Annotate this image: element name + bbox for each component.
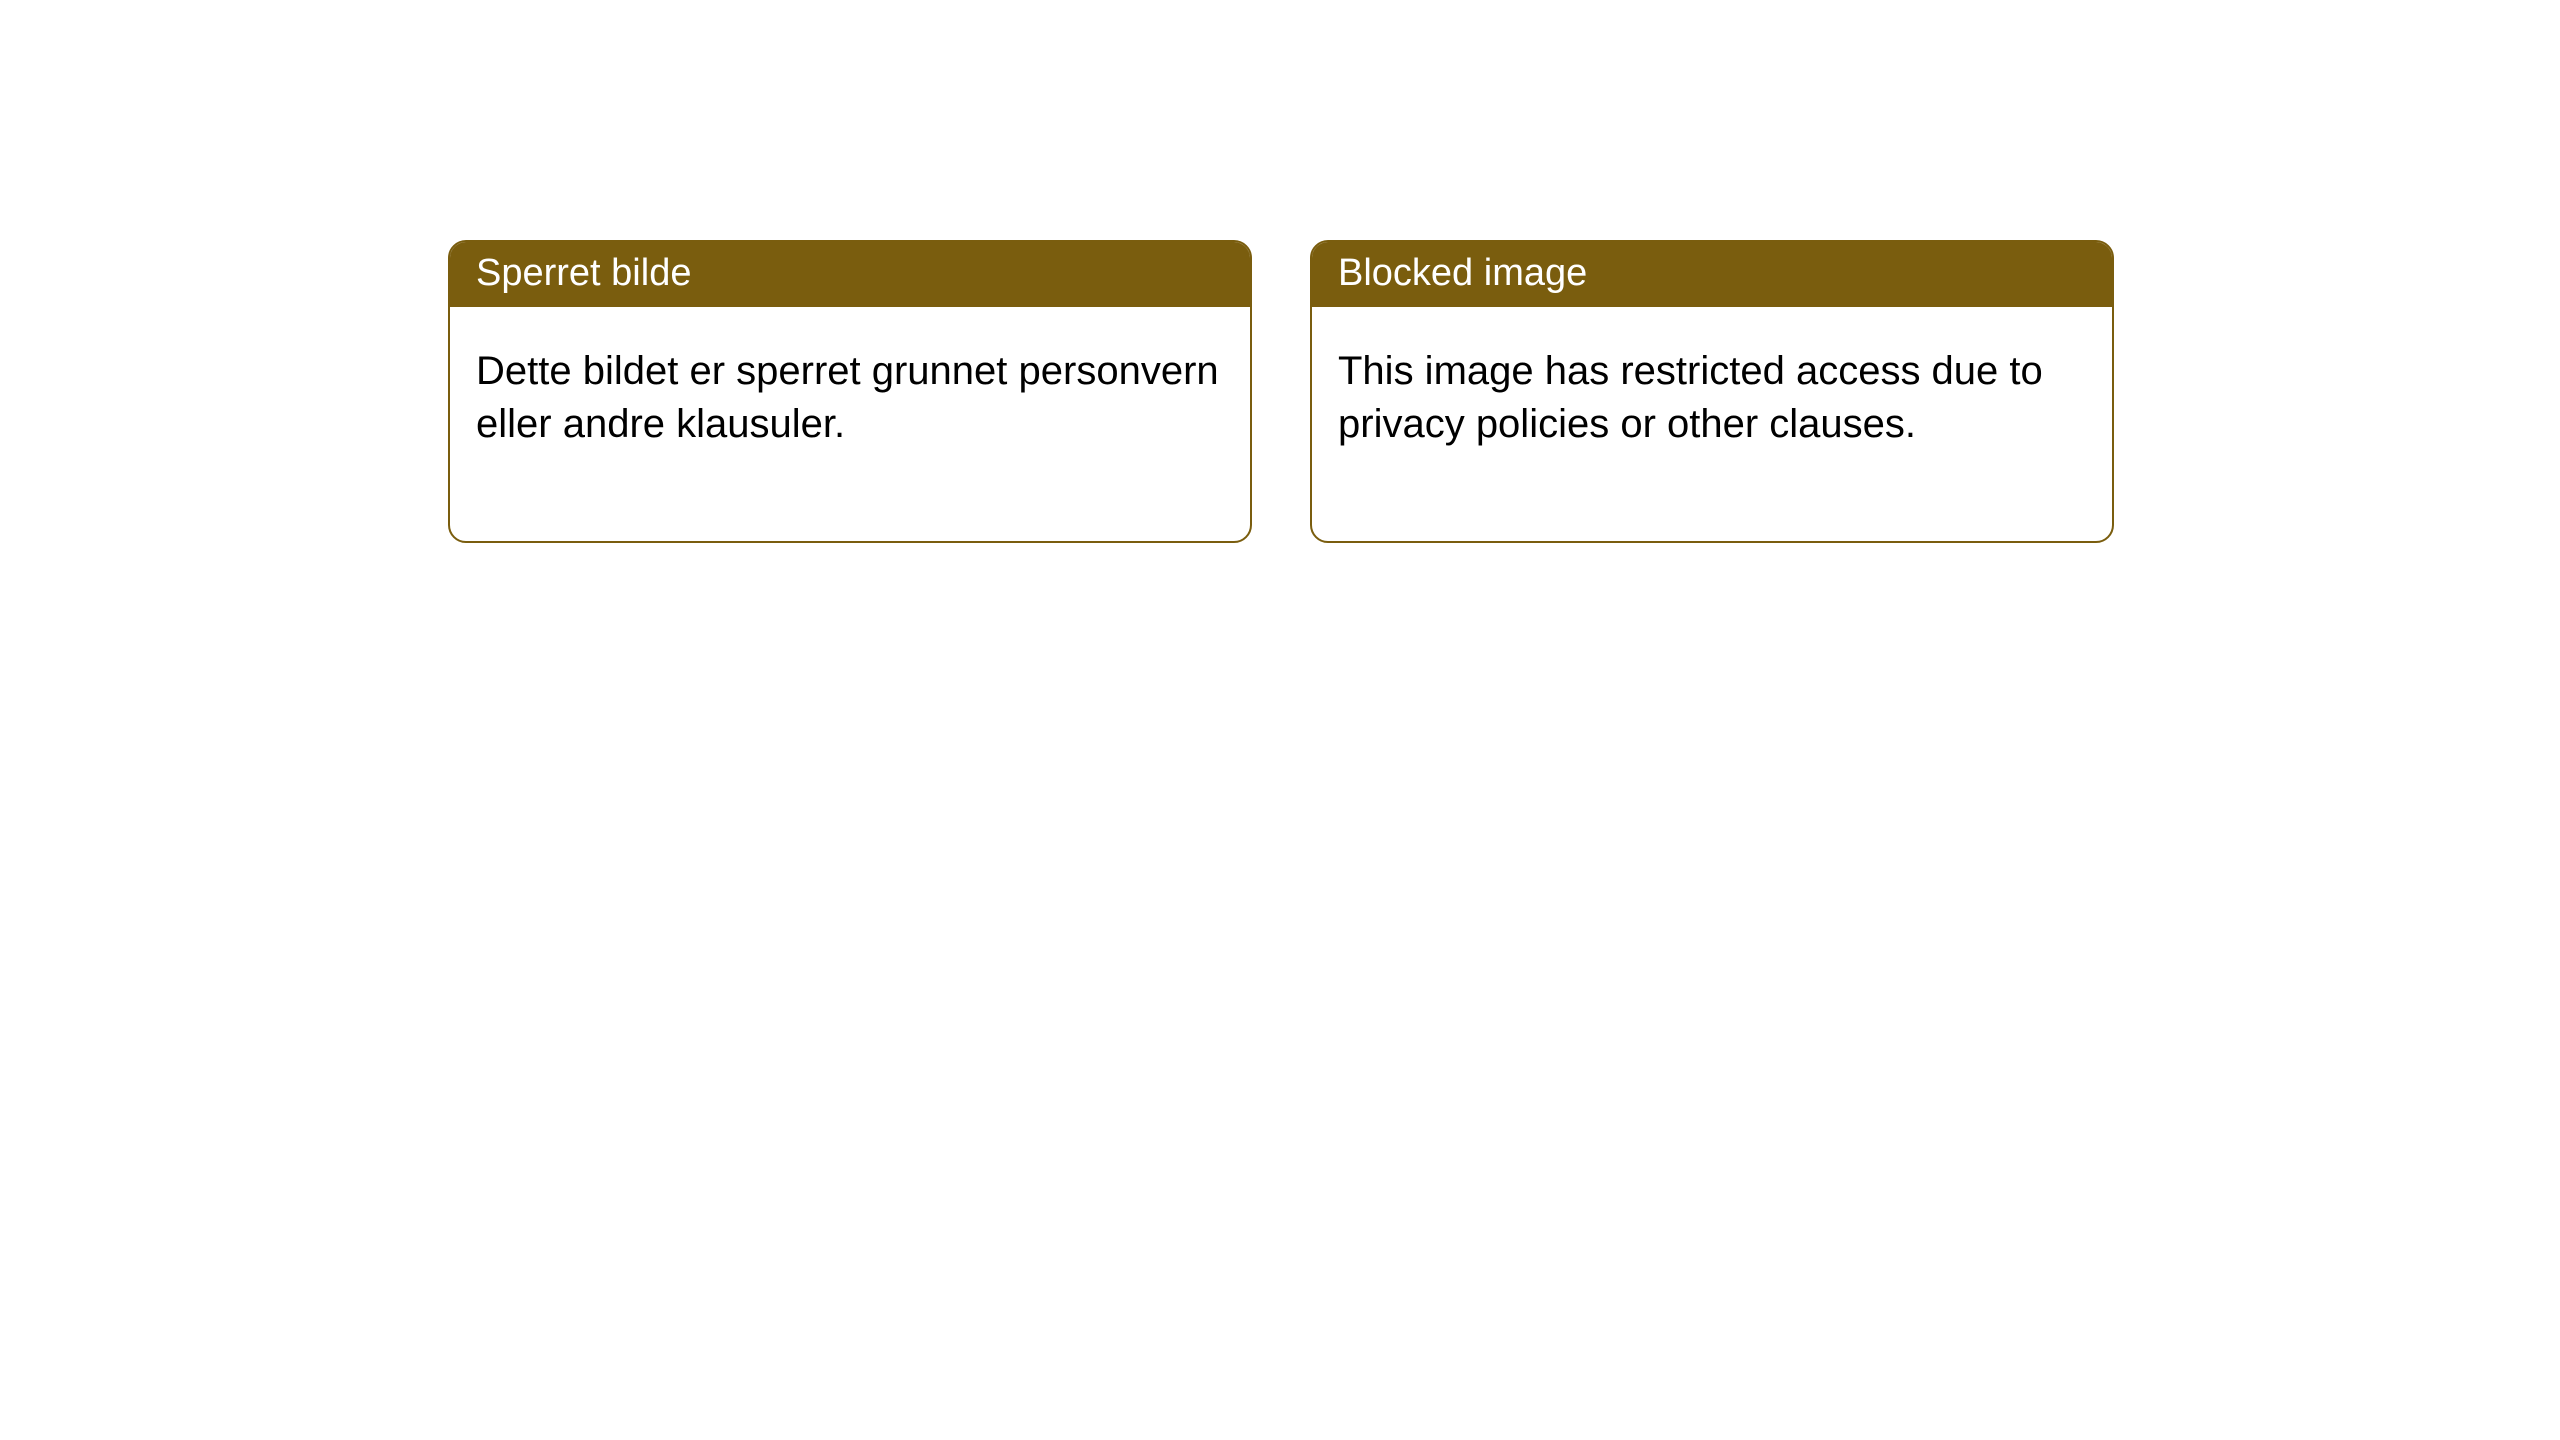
notice-card-norwegian: Sperret bilde Dette bildet er sperret gr… (448, 240, 1252, 543)
notice-card-body: Dette bildet er sperret grunnet personve… (450, 307, 1250, 541)
notice-card-body: This image has restricted access due to … (1312, 307, 2112, 541)
notice-card-english: Blocked image This image has restricted … (1310, 240, 2114, 543)
notice-card-title: Sperret bilde (450, 242, 1250, 307)
notice-container: Sperret bilde Dette bildet er sperret gr… (448, 240, 2114, 543)
notice-card-title: Blocked image (1312, 242, 2112, 307)
